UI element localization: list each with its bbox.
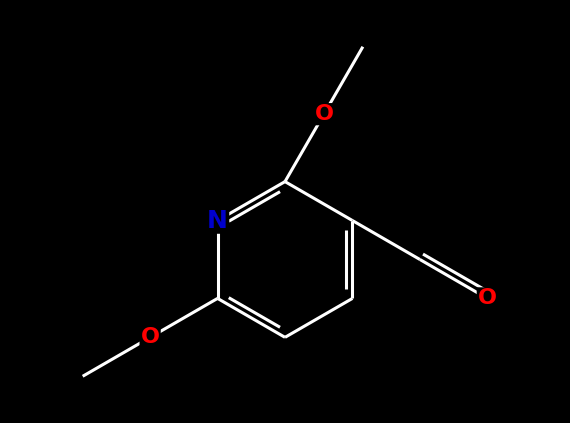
Text: N: N (207, 209, 228, 233)
Text: O: O (141, 327, 160, 347)
Text: O: O (315, 104, 333, 124)
Text: O: O (478, 288, 497, 308)
